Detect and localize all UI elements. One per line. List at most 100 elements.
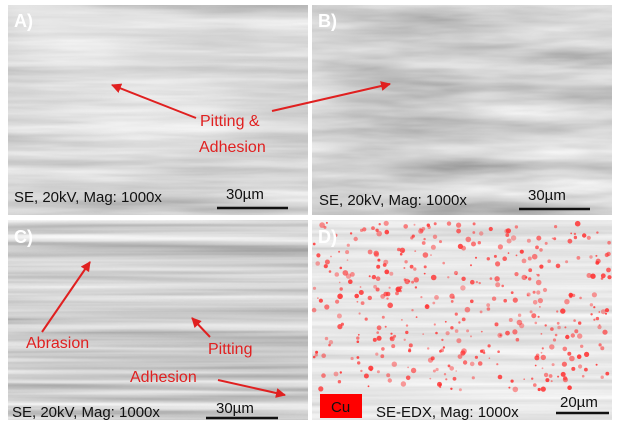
- cu-dot: [369, 275, 371, 277]
- cu-dot: [446, 331, 450, 335]
- cu-dot: [541, 333, 543, 335]
- cu-dot: [379, 223, 381, 225]
- cu-dot: [376, 276, 381, 281]
- cu-dot: [460, 350, 465, 355]
- cu-dot: [595, 261, 599, 265]
- cu-dot: [590, 274, 595, 279]
- cu-dot: [390, 337, 393, 340]
- figure: A) Pitting & Adhesion SE, 20kV, Mag: 100…: [0, 0, 617, 425]
- cu-dot: [422, 241, 426, 245]
- cu-dot: [541, 355, 546, 360]
- cu-dot: [463, 360, 467, 364]
- cu-dot: [479, 282, 481, 284]
- cu-dot: [357, 361, 360, 364]
- cu-dot: [459, 388, 462, 391]
- panel-label: D): [318, 227, 337, 247]
- annotation: Abrasion: [26, 335, 89, 352]
- cu-dot: [507, 239, 512, 244]
- cu-dot: [313, 243, 316, 246]
- cu-dot: [541, 387, 546, 392]
- caption: SE-EDX, Mag: 1000x: [376, 404, 519, 421]
- cu-dot: [420, 296, 422, 298]
- cu-dot: [368, 250, 373, 255]
- cu-dot: [424, 273, 426, 275]
- cu-dot: [415, 286, 417, 288]
- cu-dot: [488, 344, 491, 347]
- cu-dot: [533, 291, 536, 294]
- cu-dot: [545, 242, 548, 245]
- cu-dot: [315, 353, 318, 356]
- cu-dot: [324, 304, 329, 309]
- cu-dot: [514, 272, 518, 276]
- cu-dot: [392, 362, 397, 367]
- cu-dot: [605, 372, 609, 376]
- cu-dot: [577, 333, 582, 338]
- cu-dot: [410, 236, 413, 239]
- cu-dot: [374, 251, 379, 256]
- cu-dot: [575, 221, 581, 227]
- cu-dot: [480, 350, 483, 353]
- cu-dot: [418, 229, 423, 234]
- cu-dot: [371, 226, 375, 230]
- cu-dot: [388, 378, 392, 382]
- cu-dot: [312, 308, 317, 313]
- cu-dot: [436, 368, 439, 371]
- cu-dot: [393, 335, 396, 338]
- cu-dot: [350, 272, 355, 277]
- cu-dot: [347, 259, 349, 261]
- cu-dot: [414, 224, 416, 226]
- cu-dot: [600, 346, 604, 350]
- panel-label: A): [14, 11, 33, 31]
- cu-dot: [552, 238, 554, 240]
- cu-dot: [574, 236, 577, 239]
- cu-dot: [515, 225, 518, 228]
- cu-dot: [330, 256, 332, 258]
- cu-dot: [525, 276, 527, 278]
- scale-bar-label: 30µm: [216, 400, 254, 417]
- cu-dot: [494, 276, 499, 281]
- cu-dot: [403, 224, 408, 229]
- cu-dot: [376, 331, 379, 334]
- cu-dot: [582, 375, 585, 378]
- cu-dot: [432, 302, 435, 305]
- cu-dot: [527, 293, 531, 297]
- cu-dot: [551, 380, 553, 382]
- cu-dot: [571, 333, 575, 337]
- cu-dot: [442, 262, 445, 265]
- cu-dot: [423, 238, 425, 240]
- cu-dot: [356, 336, 359, 339]
- cu-dot: [451, 300, 454, 303]
- cu-dot: [351, 357, 354, 360]
- cu-dot: [596, 231, 598, 233]
- cu-dot: [578, 364, 582, 368]
- cu-dot: [487, 307, 491, 311]
- cu-dot: [538, 316, 540, 318]
- cu-dot: [430, 254, 432, 256]
- cu-dot: [465, 307, 471, 313]
- cu-dot: [494, 255, 497, 258]
- cu-dot: [487, 257, 490, 260]
- cu-dot: [578, 321, 581, 324]
- cu-dot: [359, 312, 361, 314]
- cu-dot: [556, 310, 558, 312]
- cu-dot: [479, 231, 483, 235]
- cu-dot: [602, 330, 607, 335]
- cu-dot: [607, 275, 611, 279]
- panel-b-image: [312, 5, 612, 215]
- cu-dot: [601, 277, 604, 280]
- cu-dot: [454, 271, 458, 275]
- cu-dot: [376, 265, 380, 269]
- cu-dot: [429, 378, 431, 380]
- cu-dot: [428, 358, 433, 363]
- cu-dot: [536, 280, 542, 286]
- cu-dot: [508, 252, 510, 254]
- cu-dot: [556, 264, 561, 269]
- cu-dot: [377, 336, 382, 341]
- cu-dot: [411, 309, 413, 311]
- cu-dot: [538, 388, 541, 391]
- cu-dot: [380, 294, 385, 299]
- cu-dot: [535, 322, 538, 325]
- cu-dot: [383, 263, 387, 267]
- cu-dot: [555, 334, 558, 337]
- cu-dot: [478, 361, 483, 366]
